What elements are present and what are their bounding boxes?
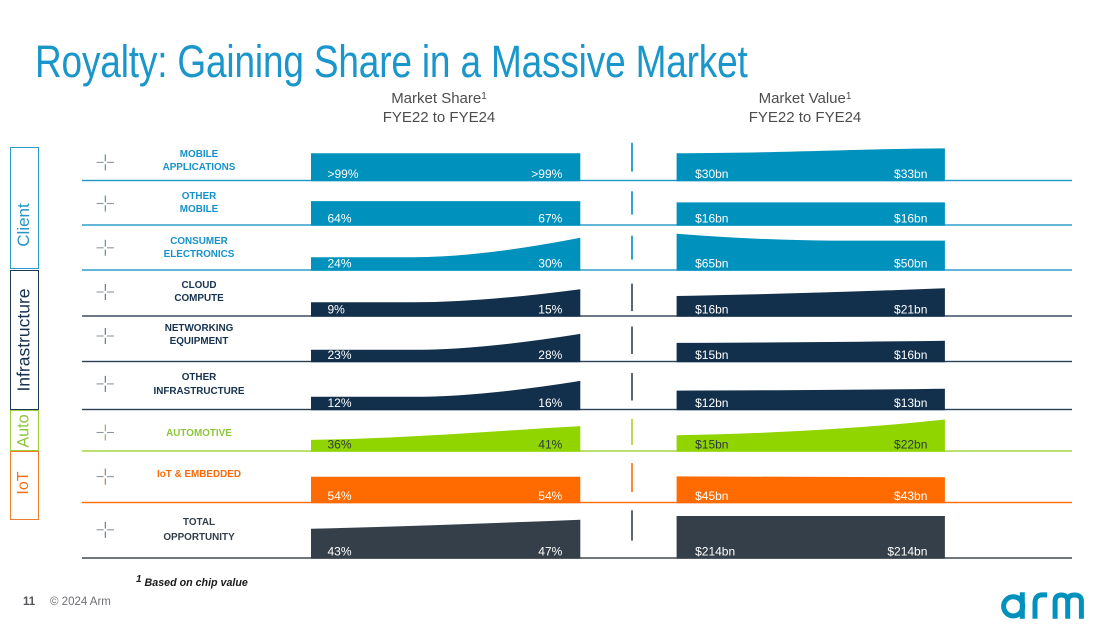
svg-text:$22bn: $22bn [894, 437, 927, 451]
svg-text:15%: 15% [538, 302, 562, 316]
svg-text:16%: 16% [538, 396, 562, 410]
svg-text:54%: 54% [328, 489, 352, 503]
svg-text:41%: 41% [538, 437, 562, 451]
svg-text:>99%: >99% [328, 167, 359, 181]
svg-text:67%: 67% [538, 211, 562, 225]
svg-text:$16bn: $16bn [894, 348, 927, 362]
svg-text:54%: 54% [538, 489, 562, 503]
svg-text:>99%: >99% [531, 167, 562, 181]
svg-text:$214bn: $214bn [887, 544, 927, 558]
svg-text:36%: 36% [328, 437, 352, 451]
svg-text:23%: 23% [328, 348, 352, 362]
svg-text:$43bn: $43bn [894, 489, 927, 503]
svg-text:9%: 9% [328, 302, 346, 316]
svg-text:30%: 30% [538, 256, 562, 270]
svg-text:47%: 47% [538, 544, 562, 558]
svg-text:$45bn: $45bn [695, 489, 728, 503]
svg-text:$214bn: $214bn [695, 544, 735, 558]
svg-text:$16bn: $16bn [695, 211, 728, 225]
svg-text:$12bn: $12bn [695, 396, 728, 410]
svg-text:$16bn: $16bn [894, 211, 927, 225]
svg-text:$65bn: $65bn [695, 256, 728, 270]
svg-text:$30bn: $30bn [695, 167, 728, 181]
svg-text:$33bn: $33bn [894, 167, 927, 181]
svg-text:$21bn: $21bn [894, 302, 927, 316]
svg-text:28%: 28% [538, 348, 562, 362]
svg-text:12%: 12% [328, 396, 352, 410]
svg-text:24%: 24% [328, 256, 352, 270]
svg-text:$50bn: $50bn [894, 256, 927, 270]
svg-text:$15bn: $15bn [695, 437, 728, 451]
svg-text:$16bn: $16bn [695, 302, 728, 316]
svg-text:64%: 64% [328, 211, 352, 225]
svg-text:43%: 43% [328, 544, 352, 558]
svg-text:$13bn: $13bn [894, 396, 927, 410]
svg-text:$15bn: $15bn [695, 348, 728, 362]
